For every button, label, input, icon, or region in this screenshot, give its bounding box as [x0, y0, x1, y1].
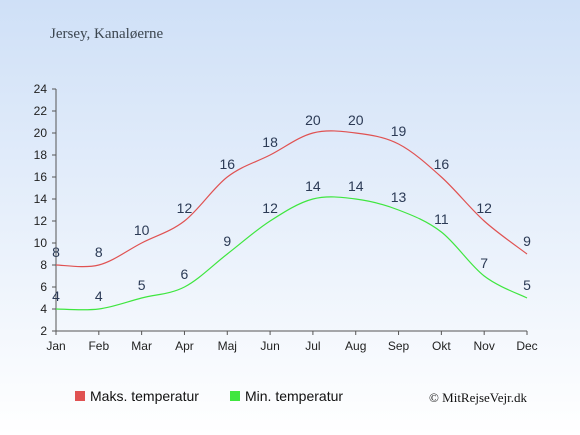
y-tick-label: 6 — [40, 280, 47, 294]
credit-text: © MitRejseVejr.dk — [429, 390, 527, 405]
legend-swatch-min — [230, 391, 240, 401]
min-temp-data-label: 4 — [95, 288, 103, 304]
max-temp-data-label: 19 — [391, 123, 407, 139]
x-tick-label: Maj — [218, 339, 237, 353]
min-temp-data-label: 14 — [348, 178, 364, 194]
y-tick-label: 18 — [34, 148, 48, 162]
min-temp-data-label: 9 — [223, 233, 231, 249]
y-tick-label: 24 — [34, 82, 48, 96]
legend-label-max: Maks. temperatur — [90, 388, 199, 404]
x-tick-label: Jun — [260, 339, 279, 353]
min-temp-data-label: 12 — [262, 200, 278, 216]
legend-label-min: Min. temperatur — [245, 388, 343, 404]
min-temp-data-label: 5 — [523, 277, 531, 293]
max-temp-data-label: 20 — [348, 112, 364, 128]
legend: Maks. temperatur Min. temperatur — [75, 388, 343, 404]
min-temp-data-label: 11 — [434, 211, 449, 227]
max-temp-data-label: 12 — [476, 200, 492, 216]
max-temp-data-label: 16 — [219, 156, 235, 172]
min-temp-line — [55, 196, 528, 311]
y-tick-label: 8 — [40, 258, 47, 272]
chart-title: Jersey, Kanaløerne — [50, 26, 163, 42]
x-tick-label: Aug — [345, 339, 366, 353]
max-temp-data-label: 18 — [262, 134, 278, 150]
x-tick-label: Nov — [474, 339, 495, 353]
x-tick-label: Apr — [175, 339, 194, 353]
y-tick-label: 22 — [34, 104, 48, 118]
x-tick-label: Feb — [88, 339, 109, 353]
series-layer: 8 8 10 12 16 18 20 20 19 16 12 9 4 4 5 6 9 12 14 14 13 11 7 5 — [52, 112, 531, 311]
max-temp-data-label: 16 — [434, 156, 450, 172]
min-temp-data-label: 13 — [391, 189, 407, 205]
max-temp-data-label: 9 — [523, 233, 531, 249]
y-tick-label: 20 — [34, 126, 48, 140]
max-temp-data-label: 8 — [52, 244, 60, 260]
y-tick-label: 14 — [34, 192, 48, 206]
max-temp-data-label: 12 — [177, 200, 193, 216]
min-temp-data-label: 5 — [138, 277, 146, 293]
legend-swatch-max — [75, 391, 85, 401]
y-tick-label: 10 — [34, 236, 48, 250]
min-temp-data-label: 6 — [181, 266, 189, 282]
max-temp-data-label: 20 — [305, 112, 321, 128]
y-tick-label: 4 — [40, 302, 47, 316]
x-tick-label: Okt — [432, 339, 451, 353]
x-tick-label: Sep — [388, 339, 410, 353]
y-tick-label: 12 — [34, 214, 48, 228]
min-temp-data-label: 14 — [305, 178, 321, 194]
min-temp-data-label: 4 — [52, 288, 60, 304]
y-tick-label: 16 — [34, 170, 48, 184]
y-tick-label: 2 — [40, 324, 47, 338]
x-tick-label: Dec — [516, 339, 537, 353]
max-temp-line — [55, 130, 528, 268]
x-tick-label: Mar — [131, 339, 152, 353]
max-temp-data-label: 8 — [95, 244, 103, 260]
x-tick-label: Jan — [46, 339, 65, 353]
x-tick-label: Jul — [305, 339, 320, 353]
min-temp-data-label: 7 — [480, 255, 488, 271]
max-temp-data-label: 10 — [134, 222, 150, 238]
